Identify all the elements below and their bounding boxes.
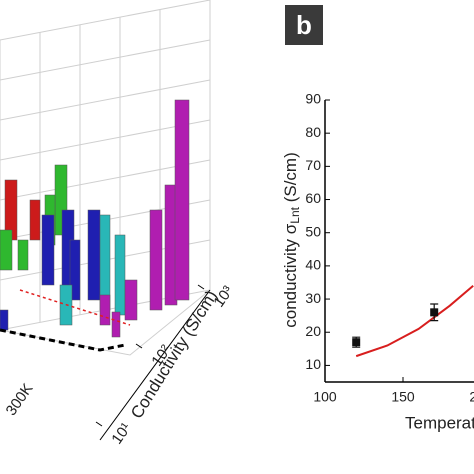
axis-label: 300K [3,380,37,418]
y-tick-label: 20 [305,323,321,339]
x-tick-label: 200 [469,389,474,405]
y-label-sub: Lnt [288,206,302,223]
tick-label: 10¹ [108,420,134,448]
y-tick-label: 60 [305,190,321,206]
y-label-text: conductivity σ [281,223,300,328]
y-tick-label: 80 [305,124,321,140]
y-label-unit: (S/cm) [281,152,300,207]
y-tick-label: 10 [305,356,321,372]
y-tick-label: 50 [305,223,321,239]
data-point [430,308,439,317]
y-tick-label: 40 [305,257,321,273]
x-axis-label: Temperature (K) [405,413,474,432]
panel-badge [285,5,323,45]
x-tick-label: 100 [313,389,337,405]
tick-mark [95,421,103,427]
tick-mark [135,343,143,349]
tick-mark [197,284,205,290]
bars [0,99,190,338]
y-tick-label: 90 [305,91,321,107]
y-axis-label: conductivity σLnt (S/cm) [281,152,302,328]
x-tick-label: 150 [391,389,415,405]
y-tick-label: 30 [305,290,321,306]
y-tick-label: 70 [305,157,321,173]
fit-line [355,285,474,358]
axis-label: Conductivity (S/cm) [127,287,221,422]
data-point [352,338,361,347]
bar3d-panel [0,0,211,441]
panel-label: b [296,10,312,40]
